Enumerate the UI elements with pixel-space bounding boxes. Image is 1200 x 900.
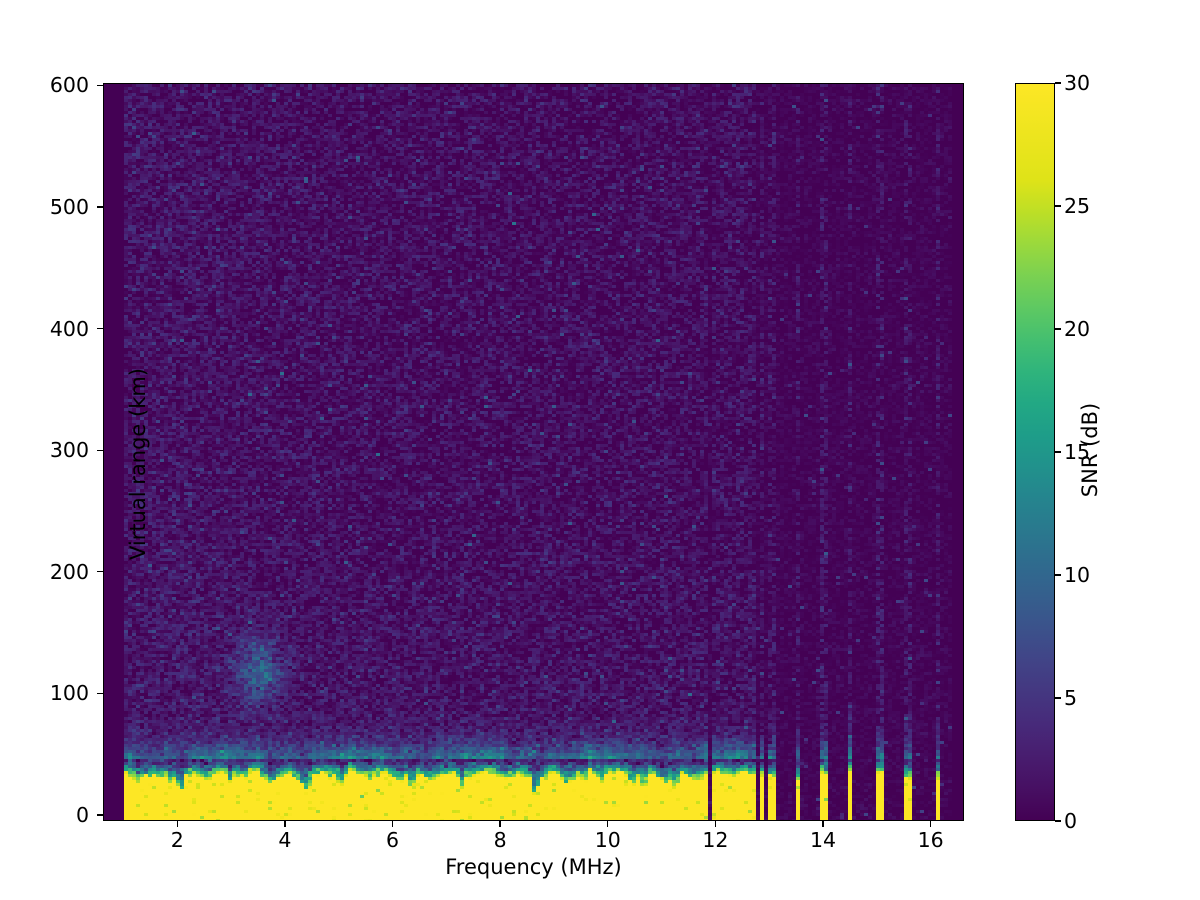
- colorbar-tick-mark: [1055, 205, 1061, 207]
- x-tick-mark: [176, 821, 178, 827]
- y-tick-label: 100: [49, 681, 89, 706]
- colorbar-tick-mark: [1055, 574, 1061, 576]
- colorbar-tick-label: 5: [1064, 686, 1078, 710]
- plot-axes: [103, 83, 964, 821]
- y-tick-label: 300: [49, 438, 89, 463]
- x-tick-label: 2: [170, 828, 184, 852]
- ionogram-heatmap: [104, 84, 963, 820]
- colorbar-tick-label: 20: [1064, 317, 1091, 341]
- y-tick-label: 600: [49, 73, 89, 98]
- y-tick-mark: [97, 814, 103, 816]
- y-tick-mark: [97, 84, 103, 87]
- x-tick-mark: [607, 821, 609, 827]
- y-tick-mark: [97, 206, 103, 208]
- y-tick-label: 500: [49, 195, 89, 219]
- x-axis-label: Frequency (MHz): [445, 855, 622, 879]
- x-tick-mark: [391, 821, 394, 827]
- y-tick-mark: [97, 327, 103, 330]
- y-tick-label: 200: [49, 559, 89, 584]
- colorbar-tick-mark: [1055, 451, 1061, 453]
- colorbar-tick-mark: [1055, 82, 1061, 84]
- colorbar-tick-label: 10: [1064, 563, 1091, 587]
- colorbar-gradient: [1015, 83, 1055, 821]
- x-tick-mark: [822, 821, 824, 827]
- y-tick-mark: [97, 571, 103, 573]
- x-tick-label: 6: [385, 828, 400, 852]
- colorbar-tick-mark: [1055, 328, 1061, 330]
- y-tick-label: 0: [75, 802, 89, 827]
- y-axis-label: Virtual range (km): [126, 367, 150, 561]
- colorbar-tick-mark: [1055, 820, 1061, 822]
- x-tick-mark: [499, 821, 501, 827]
- colorbar-tick-mark: [1055, 697, 1061, 699]
- x-tick-label: 12: [702, 828, 729, 852]
- colorbar-tick-label: 15: [1064, 440, 1091, 464]
- x-tick-label: 10: [594, 828, 621, 852]
- y-tick-label: 400: [49, 316, 89, 341]
- y-tick-mark: [97, 692, 103, 694]
- x-tick-label: 14: [809, 828, 837, 852]
- colorbar-tick-label: 0: [1064, 809, 1078, 833]
- x-tick-mark: [714, 821, 717, 827]
- x-tick-label: 16: [917, 828, 944, 852]
- x-tick-mark: [284, 821, 286, 827]
- x-tick-label: 8: [493, 828, 507, 852]
- colorbar-tick-label: 25: [1064, 194, 1091, 218]
- colorbar-label: SNR (dB): [1078, 402, 1102, 498]
- x-tick-label: 4: [278, 828, 292, 852]
- x-tick-mark: [929, 821, 932, 827]
- y-tick-mark: [97, 449, 103, 451]
- colorbar-tick-label: 30: [1064, 71, 1091, 95]
